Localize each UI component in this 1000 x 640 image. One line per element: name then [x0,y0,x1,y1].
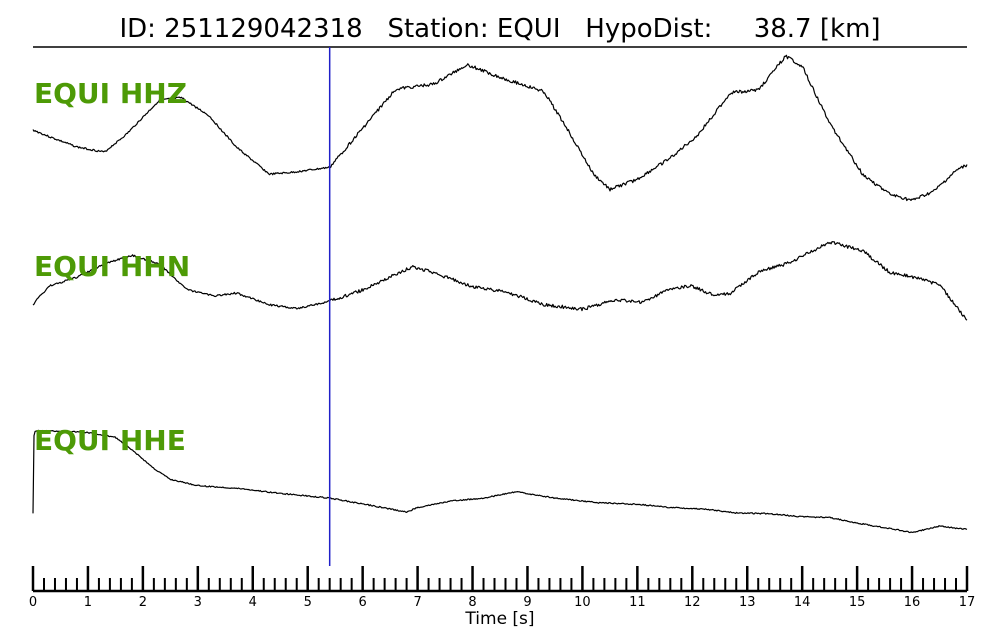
trace-group [32,54,968,534]
x-tick-label: 0 [29,595,37,610]
x-tick-label: 12 [684,595,701,610]
x-tick-label: 5 [304,595,312,610]
x-tick-label: 6 [359,595,367,610]
x-axis-label: Time [s] [464,609,534,629]
channel-label-group: EQUI HHZ EQUI HHN EQUI HHE [34,77,190,457]
x-tick-label: 2 [139,595,147,610]
x-tick-label: 1 [84,595,92,610]
trace-line-3 [32,429,968,534]
x-tick-label: 13 [739,595,756,610]
channel-label-3: EQUI HHE [34,424,186,457]
channel-label-2: EQUI HHN [34,250,190,283]
x-tick-label: 7 [413,595,421,610]
x-axis: 0 1 2 3 4 5 6 7 8 9 10 11 12 13 14 15 16 17 [29,566,975,610]
x-tick-label: 8 [468,595,476,610]
x-tick-label: 11 [629,595,646,610]
trace-line-1 [32,54,968,202]
x-tick-label: 3 [194,595,202,610]
plot-title: ID: 251129042318 Station: EQUI HypoDist:… [119,14,880,44]
x-tick-label: 17 [959,595,976,610]
x-tick-label: 4 [249,595,257,610]
trace-line-2 [32,241,968,321]
x-tick-label: 15 [849,595,866,610]
x-tick-label: 10 [574,595,591,610]
x-tick-label: 14 [794,595,811,610]
x-tick-label: 9 [523,595,531,610]
channel-label-1: EQUI HHZ [34,77,187,110]
x-tick-label: 16 [904,595,921,610]
